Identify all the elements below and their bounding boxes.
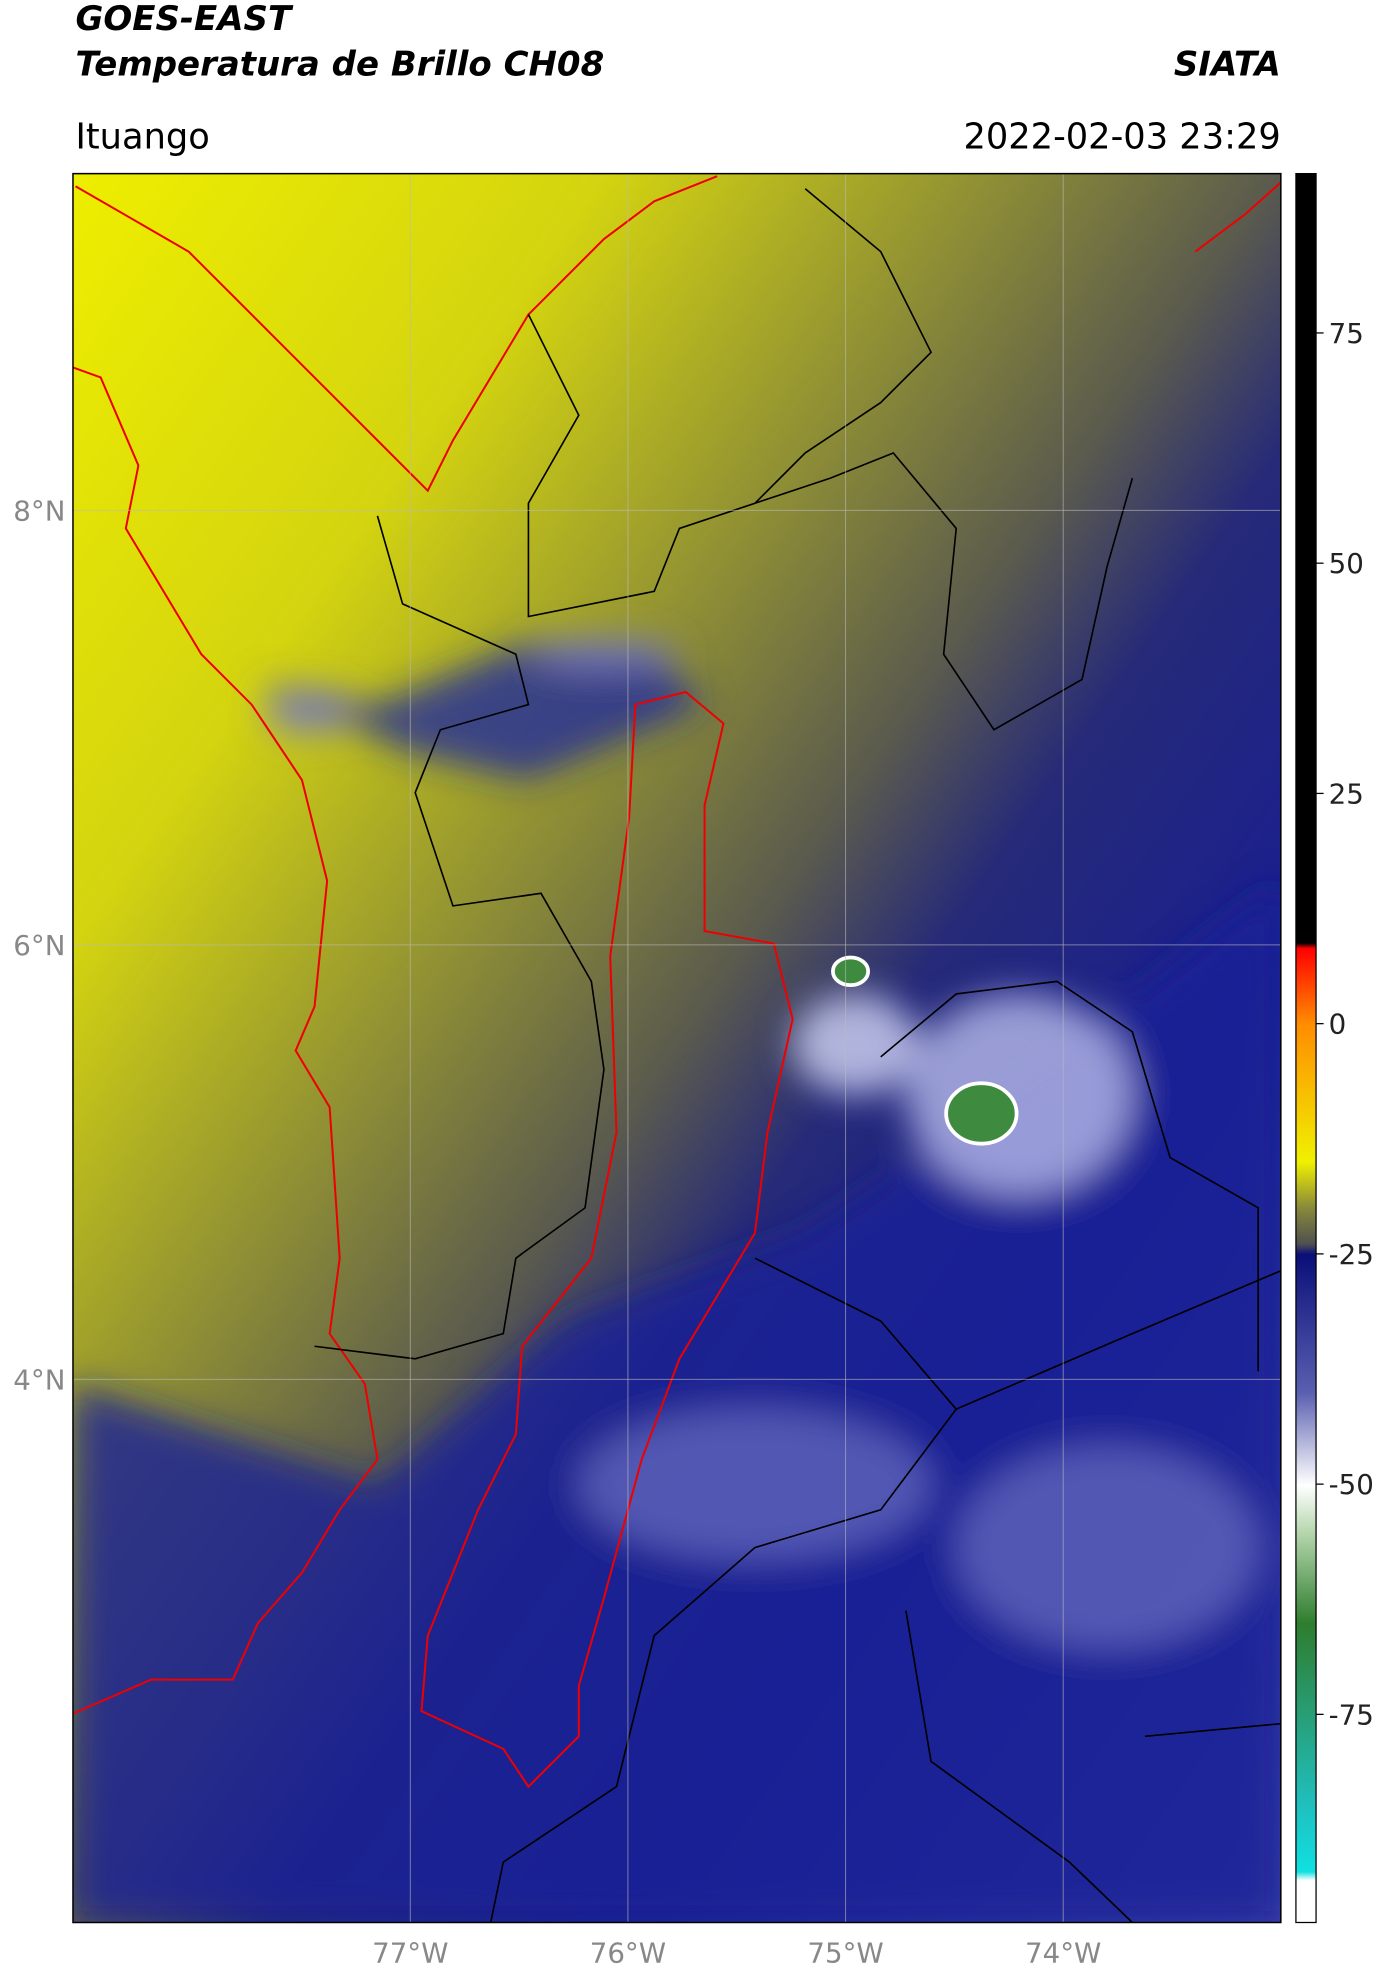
lat-tick-label: 8°N <box>13 494 65 527</box>
location: Ituango <box>75 116 209 157</box>
colorbar-tick-label: 75 <box>1329 317 1364 350</box>
source: SIATA <box>1174 44 1281 84</box>
title: GOES-EAST <box>75 0 293 39</box>
datetime: 2022-02-03 23:29 <box>963 116 1280 157</box>
coastline <box>1194 181 1281 253</box>
colorbar-tick-label: -75 <box>1329 1698 1374 1731</box>
colorbar-tick-label: 25 <box>1329 777 1364 810</box>
coastline <box>74 175 718 493</box>
lat-tick-label: 6°N <box>13 929 65 962</box>
colorbar <box>1295 172 1317 1924</box>
colorbar-ticks: -75 -50 -25 0 25 50 75 <box>1316 317 1374 1731</box>
lon-tick-label: 75°W <box>807 1937 883 1970</box>
cold-cloud-top <box>944 1081 1019 1146</box>
antioquia-boundary <box>420 690 794 1789</box>
colorbar-tick-label: -50 <box>1329 1468 1374 1501</box>
subtitle: Temperatura de Brillo CH08 <box>75 44 604 84</box>
department-boundaries <box>314 188 1281 1923</box>
colorbar-tick-label: 50 <box>1329 547 1364 580</box>
lon-tick-label: 76°W <box>590 1937 666 1970</box>
lon-tick-label: 77°W <box>372 1937 448 1970</box>
colorbar-tick-label: 0 <box>1329 1008 1347 1041</box>
lon-tick-label: 74°W <box>1025 1937 1101 1970</box>
map-image <box>72 173 1281 1923</box>
lat-tick-label: 4°N <box>13 1363 65 1396</box>
colorbar-tick-label: -25 <box>1329 1238 1374 1271</box>
map-frame <box>72 172 1282 1924</box>
grid <box>72 173 1281 1923</box>
cold-cloud-top <box>831 955 871 988</box>
coastline <box>72 366 379 1715</box>
